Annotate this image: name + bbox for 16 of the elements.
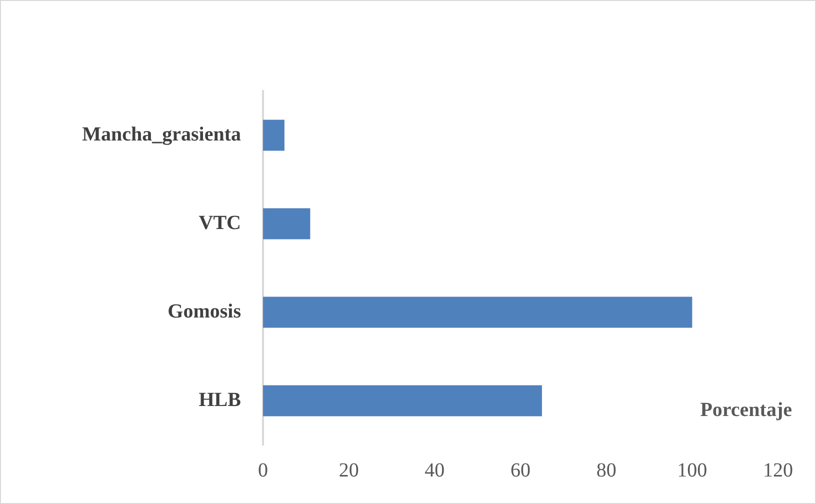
bar xyxy=(263,120,284,151)
bar xyxy=(263,385,542,416)
x-tick-label: 100 xyxy=(677,459,708,482)
x-tick-label: 20 xyxy=(338,459,359,482)
x-tick-label: 0 xyxy=(258,459,268,482)
y-tick-label: HLB xyxy=(198,388,241,411)
y-tick-label: VTC xyxy=(198,212,241,234)
bar xyxy=(263,208,310,240)
x-tick-label: 40 xyxy=(424,459,445,482)
y-tick-label: Gomosis xyxy=(168,300,242,322)
x-tick-label: 80 xyxy=(596,459,616,482)
x-tick-label: 60 xyxy=(510,459,530,482)
y-tick-label: Mancha_grasienta xyxy=(82,123,241,146)
bar xyxy=(263,296,692,328)
x-tick-label: 120 xyxy=(763,459,793,482)
x-axis-title: Porcentaje xyxy=(700,399,792,422)
